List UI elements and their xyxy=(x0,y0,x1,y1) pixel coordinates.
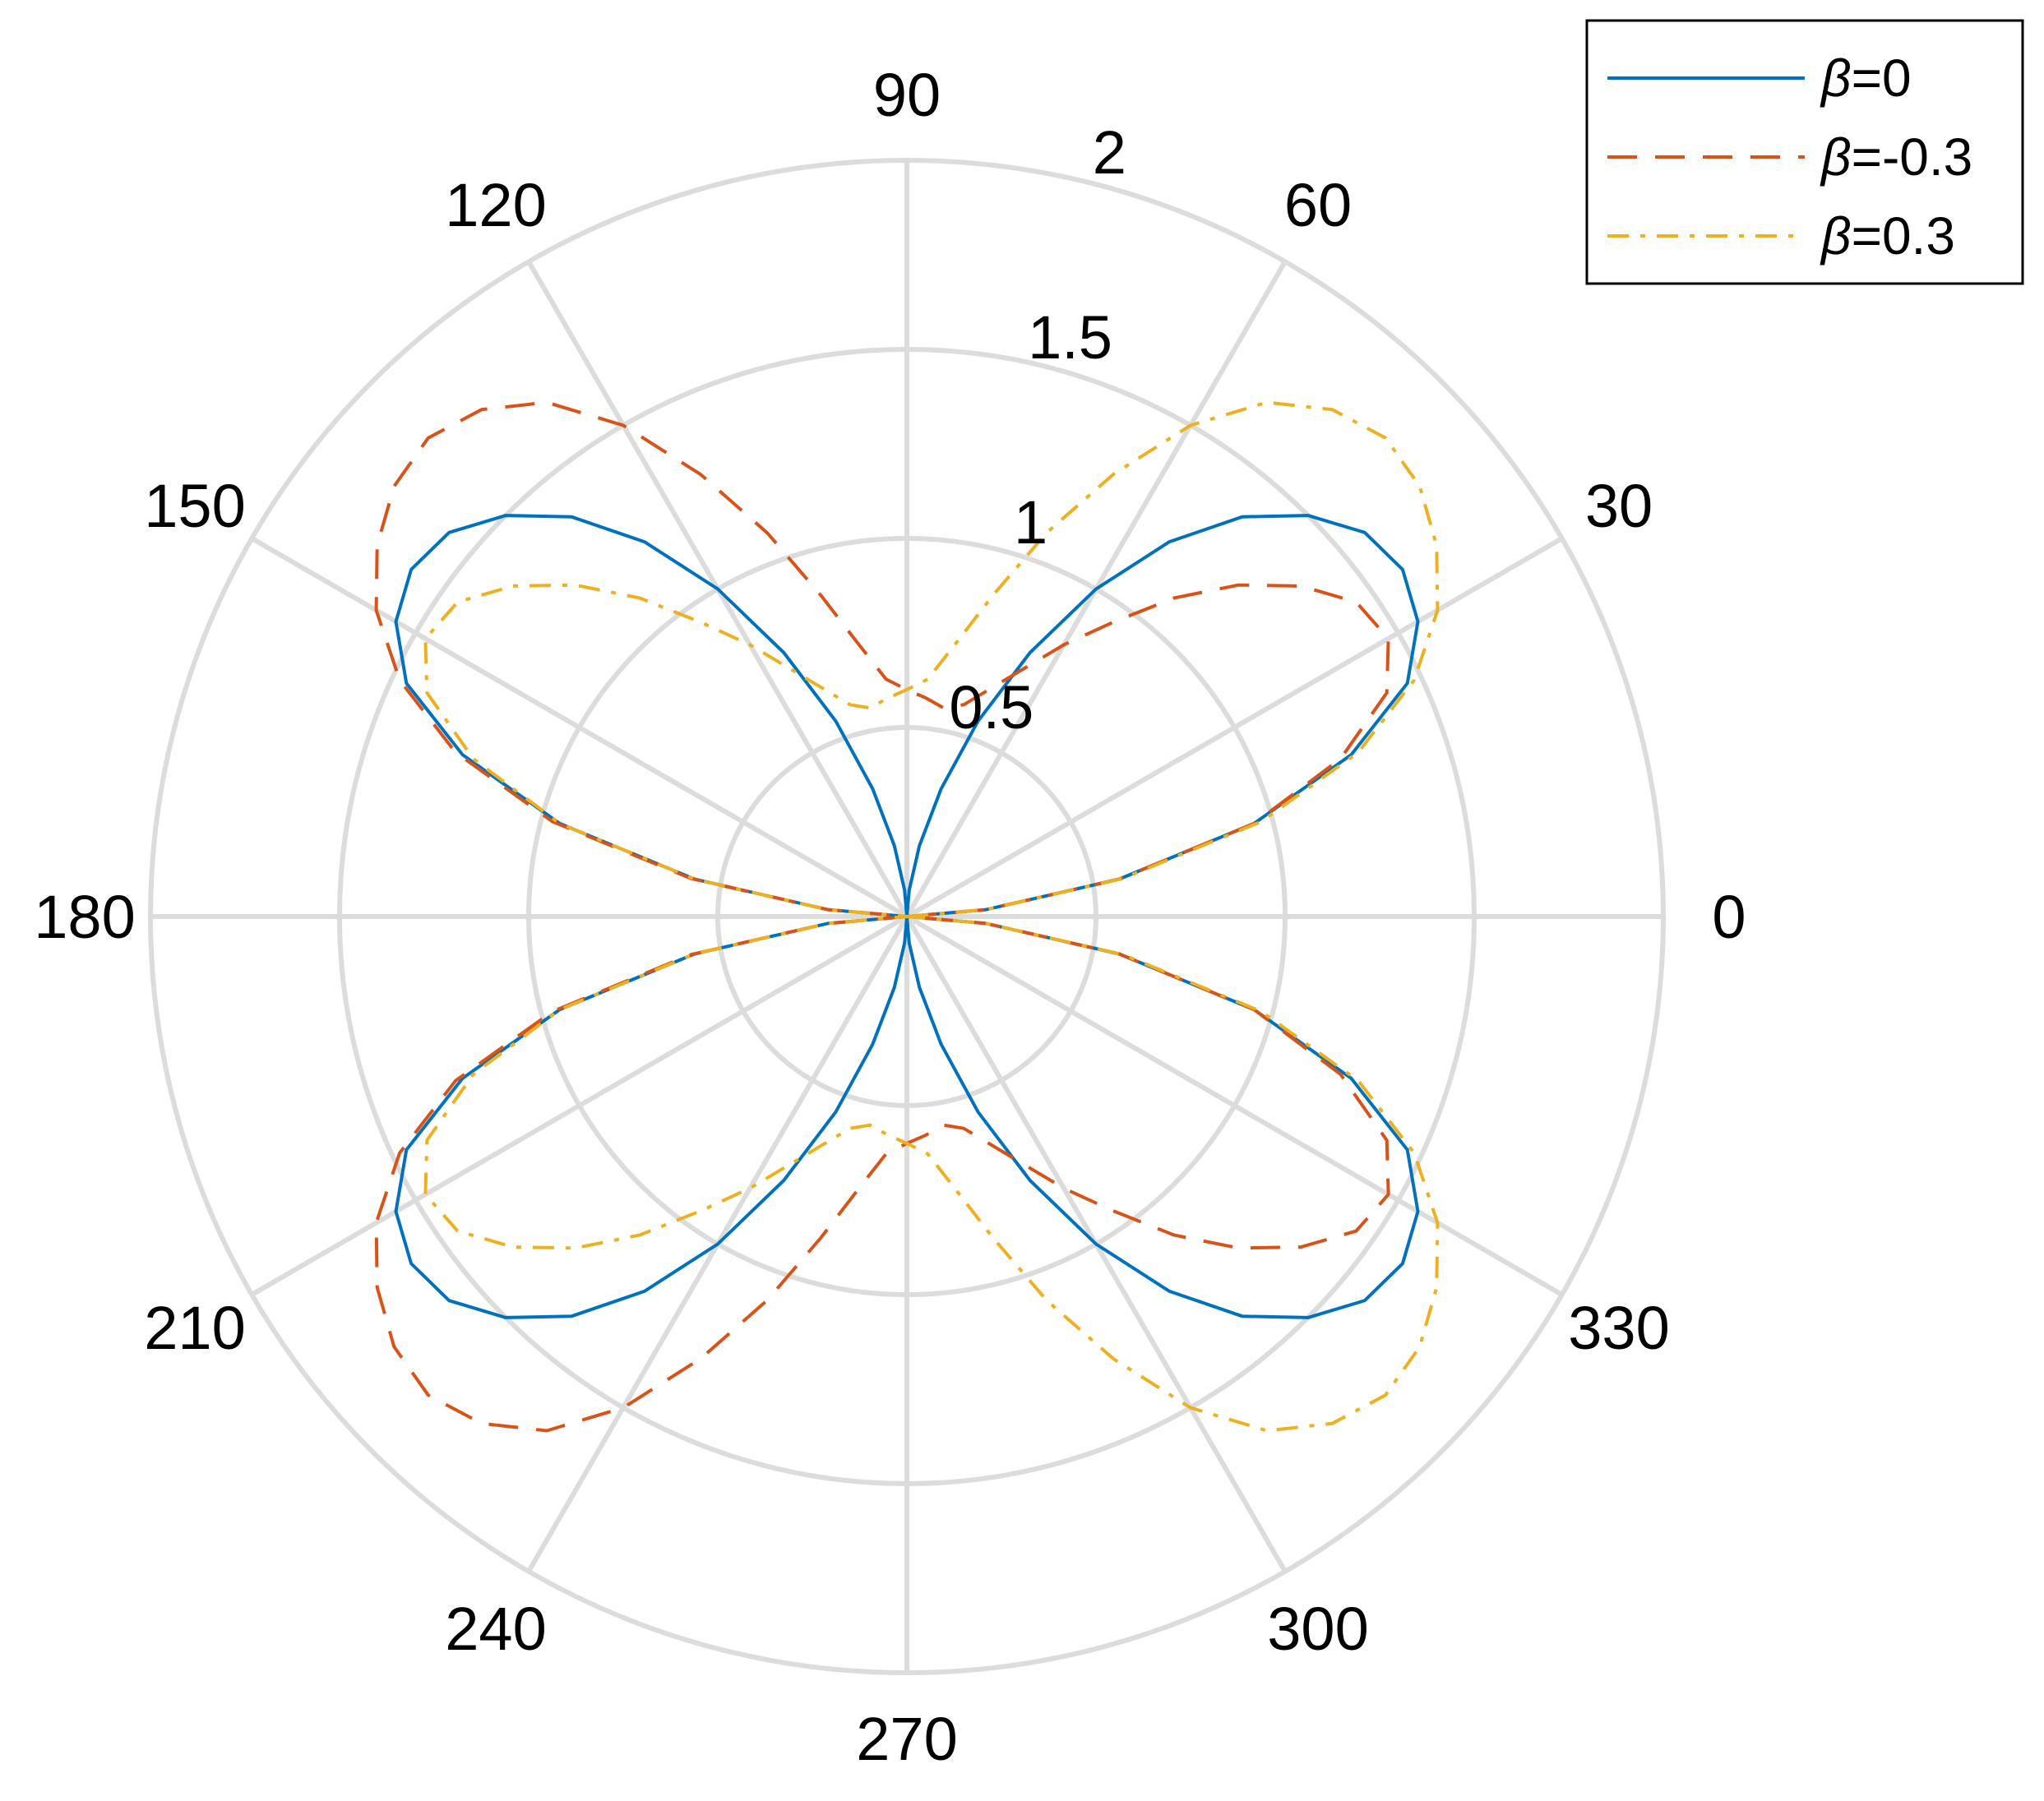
angle-tick-label: 180 xyxy=(34,883,135,951)
angle-tick-label: 150 xyxy=(144,472,245,540)
radial-tick-labels: 0.5 1 1.5 2 xyxy=(949,118,1126,741)
angle-tick-label: 240 xyxy=(445,1595,546,1663)
angle-tick-label: 60 xyxy=(1284,171,1352,239)
angle-tick-label: 90 xyxy=(873,61,941,129)
legend-box xyxy=(1585,19,2024,285)
angle-tick-label: 210 xyxy=(144,1294,245,1362)
radial-tick-label: 1 xyxy=(1014,488,1047,556)
angle-tick-label: 0 xyxy=(1712,883,1746,951)
angle-tick-label: 270 xyxy=(856,1705,957,1773)
angle-tick-label: 120 xyxy=(445,171,546,239)
legend-label: β=0 xyxy=(1820,48,1912,108)
series-line-2 xyxy=(423,400,1440,1433)
plot-series xyxy=(374,400,1440,1433)
angle-tick-label: 30 xyxy=(1585,472,1653,540)
legend: β=0 β=-0.3 β=0.3 xyxy=(1585,19,2024,285)
legend-label: β=-0.3 xyxy=(1820,127,1972,187)
radial-tick-label: 1.5 xyxy=(1028,303,1112,372)
angle-tick-label: 300 xyxy=(1267,1595,1368,1663)
angle-tick-label: 330 xyxy=(1568,1294,1669,1362)
radial-tick-label: 2 xyxy=(1093,118,1126,187)
angular-tick-labels: 0 30 60 90 120 150 180 210 240 270 300 330 xyxy=(34,61,1746,1773)
legend-label: β=0.3 xyxy=(1820,206,1955,266)
radial-tick-label: 0.5 xyxy=(949,673,1034,741)
